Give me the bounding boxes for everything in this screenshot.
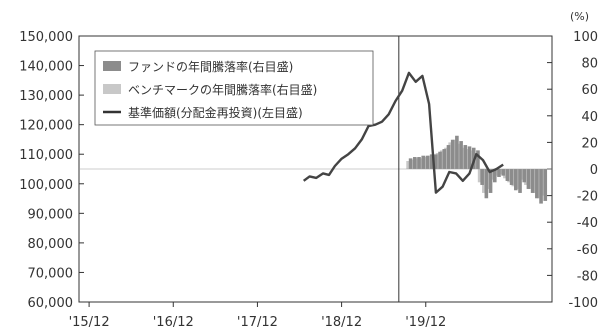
right-tick-label: 100 <box>573 30 598 45</box>
fund-bar <box>425 155 430 169</box>
x-tick-label: '15/12 <box>69 315 110 330</box>
fund-bar <box>518 169 522 193</box>
fund-bar <box>417 157 421 169</box>
legend-label-nav: 基準価額(分配金再投資)(左目盛) <box>128 105 303 120</box>
fund-bar <box>459 141 463 169</box>
fund-bar <box>455 135 459 169</box>
legend-item-nav: 基準価額(分配金再投資)(左目盛) <box>103 105 303 120</box>
fund-bar <box>442 149 447 169</box>
right-tick-label: 0 <box>590 163 598 178</box>
legend-item-benchmark: ベンチマークの年間騰落率(右目盛) <box>103 82 317 97</box>
fund-bar <box>492 169 497 183</box>
right-tick-label: 40 <box>581 110 598 125</box>
fund-bar <box>526 169 531 189</box>
legend-swatch-fund <box>103 61 121 71</box>
right-axis-ticks: 100 80 60 40 20 0 -20 -40 -60 -80 -100 <box>547 30 598 311</box>
right-tick-label: -20 <box>577 190 598 205</box>
x-tick-label: '17/12 <box>237 315 278 330</box>
benchmark-bar <box>406 161 410 169</box>
left-tick-label: 110,000 <box>19 148 73 163</box>
fund-bar <box>408 158 413 169</box>
left-tick-label: 130,000 <box>19 89 73 104</box>
legend-swatch-benchmark <box>103 84 121 94</box>
left-tick-label: 150,000 <box>19 30 73 45</box>
x-tick-label: '16/12 <box>153 315 194 330</box>
fund-bar <box>476 150 480 169</box>
legend-box <box>94 50 374 126</box>
right-tick-label: 80 <box>581 57 598 72</box>
left-tick-label: 120,000 <box>19 119 73 134</box>
left-tick-label: 90,000 <box>28 207 74 222</box>
right-axis-unit: (%) <box>570 10 589 23</box>
right-tick-label: -80 <box>577 269 598 284</box>
x-tick-label: '18/12 <box>321 315 362 330</box>
fund-bar <box>421 155 426 169</box>
left-tick-label: 60,000 <box>28 296 74 311</box>
legend-label-fund: ファンドの年間騰落率(右目盛) <box>128 59 293 74</box>
legend-item-fund: ファンドの年間騰落率(右目盛) <box>103 59 293 74</box>
left-tick-label: 70,000 <box>28 266 74 281</box>
fund-bars <box>408 135 548 204</box>
left-tick-label: 140,000 <box>19 60 73 75</box>
fund-bar <box>501 169 505 176</box>
x-tick-label: '19/12 <box>405 315 446 330</box>
fund-bar <box>446 145 451 169</box>
fund-bar <box>505 169 510 181</box>
x-axis-ticks: '15/12 '16/12 '17/12 '18/12 '19/12 <box>69 302 446 330</box>
legend-label-benchmark: ベンチマークの年間騰落率(右目盛) <box>128 82 317 97</box>
fund-bar <box>497 169 501 177</box>
fund-bar <box>450 139 455 169</box>
right-tick-label: -100 <box>568 296 598 311</box>
fund-bar <box>484 169 489 199</box>
fund-bar <box>514 169 518 191</box>
benchmark-bar <box>477 169 482 183</box>
fund-bar <box>463 145 468 169</box>
right-tick-label: 20 <box>581 136 598 151</box>
right-tick-label: 60 <box>581 83 598 98</box>
right-tick-label: -60 <box>577 243 598 258</box>
title-strip <box>60 0 540 8</box>
legend: ファンドの年間騰落率(右目盛) ベンチマークの年間騰落率(右目盛) 基準価額(分… <box>94 50 374 126</box>
left-tick-label: 100,000 <box>19 178 73 193</box>
fund-bar <box>509 169 514 185</box>
fund-bar <box>543 169 548 201</box>
fund-bar <box>530 169 535 193</box>
nav-line <box>302 71 504 194</box>
left-tick-label: 80,000 <box>28 237 74 252</box>
fund-bar <box>535 169 539 199</box>
right-tick-label: -40 <box>577 216 598 231</box>
fund-bar <box>429 154 434 169</box>
fund-bar <box>467 146 472 169</box>
fund-bar <box>434 154 438 169</box>
fund-bar <box>413 157 417 169</box>
fund-bar <box>522 169 527 183</box>
fund-bar <box>438 151 442 169</box>
fund-bar <box>539 169 543 204</box>
fund-bar <box>480 169 484 185</box>
left-axis-ticks: 150,000 140,000 130,000 120,000 110,000 100,0… <box>19 30 84 311</box>
fund-bar <box>488 169 493 193</box>
